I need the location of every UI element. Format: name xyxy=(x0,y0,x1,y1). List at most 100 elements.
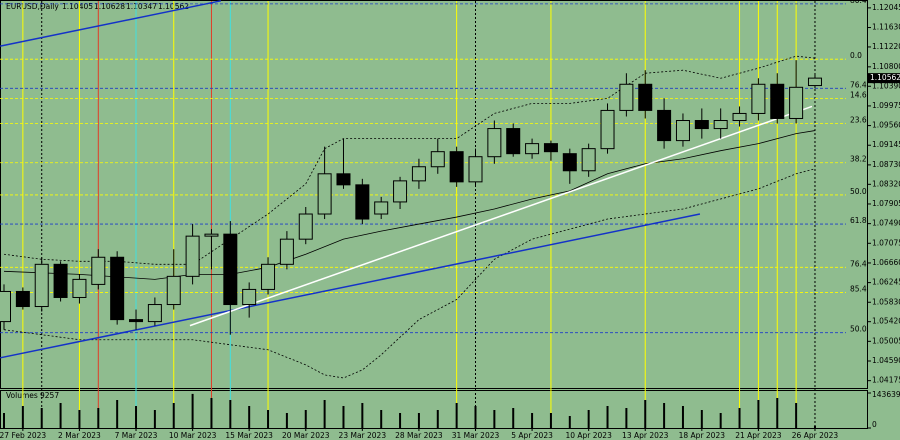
x-tick-label: 20 Mar 2023 xyxy=(282,431,330,440)
candle-body xyxy=(110,256,125,321)
candle-body xyxy=(53,263,68,298)
candle-body xyxy=(638,83,653,111)
candle-body xyxy=(657,109,672,142)
trendline xyxy=(189,105,813,327)
candle-body xyxy=(393,180,408,203)
y-tick-label: 1.04590 xyxy=(872,356,900,365)
volume-tick-label: 143639 xyxy=(872,390,900,399)
volume-panel-frame xyxy=(0,390,868,429)
trendline xyxy=(0,0,222,47)
trendline xyxy=(0,213,701,359)
fib-label: 38.2 xyxy=(850,155,867,164)
fib-label: 85.4 xyxy=(850,284,867,293)
candle-body xyxy=(317,173,332,215)
candle-body xyxy=(411,166,426,182)
candle-body xyxy=(15,290,30,308)
y-tick-label: 1.05830 xyxy=(872,297,900,306)
candle-body xyxy=(72,278,87,298)
fib-label: 76.4 xyxy=(850,80,867,89)
candle-body xyxy=(751,83,766,114)
y-tick-label: 1.12045 xyxy=(872,3,900,12)
y-tick-label: 1.10390 xyxy=(872,81,900,90)
candle-body xyxy=(91,256,106,285)
symbol: EURUSD,Daily xyxy=(6,2,59,11)
fib-label: 14.6 xyxy=(850,90,867,99)
candle-body xyxy=(223,233,238,306)
volume-tick-label: 0 xyxy=(872,420,877,429)
candle-body xyxy=(732,112,747,122)
y-tick-label: 1.11220 xyxy=(872,42,900,51)
candle-body xyxy=(506,128,521,155)
indicator-line xyxy=(3,55,816,265)
y-tick-label: 1.07490 xyxy=(872,219,900,228)
y-tick-label: 1.05420 xyxy=(872,317,900,326)
candle-body xyxy=(487,128,502,158)
fib-label: 23.6 xyxy=(850,115,867,124)
candle-body xyxy=(185,235,200,277)
candle-body xyxy=(147,304,162,323)
candle-body xyxy=(298,213,313,240)
candle-body xyxy=(34,263,49,308)
x-tick-label: 10 Mar 2023 xyxy=(169,431,217,440)
candle-body xyxy=(562,153,577,172)
y-tick-label: 1.07075 xyxy=(872,238,900,247)
candle-body xyxy=(336,173,351,186)
x-tick-label: 31 Mar 2023 xyxy=(452,431,500,440)
x-tick-label: 26 Apr 2023 xyxy=(792,431,839,440)
candle-body xyxy=(789,86,804,119)
price-panel-frame xyxy=(0,0,868,389)
fib-label: 50.0 xyxy=(850,325,867,334)
candle-body xyxy=(204,233,219,237)
header-low: 1.10347 xyxy=(126,2,157,11)
candle-body xyxy=(242,288,257,306)
candle-body xyxy=(166,275,181,306)
x-tick-label: 13 Apr 2023 xyxy=(622,431,669,440)
y-tick-label: 1.09145 xyxy=(872,140,900,149)
fib-label: 0.0 xyxy=(850,51,862,60)
header-high: 1.10628 xyxy=(94,2,125,11)
indicator-line xyxy=(3,130,816,280)
price-tag xyxy=(868,73,900,84)
fib-label: 61.8 xyxy=(850,216,867,225)
x-tick-label: 28 Mar 2023 xyxy=(395,431,443,440)
candle-body xyxy=(600,109,615,150)
candle-body xyxy=(807,77,822,87)
candle-body xyxy=(374,201,389,215)
y-tick-label: 1.07905 xyxy=(872,199,900,208)
candle-body xyxy=(129,319,144,323)
candle-body xyxy=(279,238,294,265)
price-tag-label: 1.10562 xyxy=(870,73,900,82)
candle-body xyxy=(430,151,445,168)
y-tick-label: 1.05005 xyxy=(872,336,900,345)
candle-body xyxy=(713,120,728,130)
fib-label: 80.4 xyxy=(850,0,867,5)
y-tick-label: 1.09560 xyxy=(872,121,900,130)
x-tick-label: 7 Mar 2023 xyxy=(115,431,158,440)
candle-body xyxy=(694,120,709,130)
candle-body xyxy=(619,83,634,111)
candle-body xyxy=(261,263,276,290)
y-tick-label: 1.09975 xyxy=(872,101,900,110)
fib-label: 50.0 xyxy=(850,187,867,196)
candle-body xyxy=(675,120,690,142)
y-tick-label: 1.10800 xyxy=(872,62,900,71)
x-tick-label: 27 Feb 2023 xyxy=(0,431,46,440)
candle-body xyxy=(468,156,483,183)
candle-body xyxy=(525,143,540,155)
y-tick-label: 1.08730 xyxy=(872,160,900,169)
y-tick-label: 1.06245 xyxy=(872,278,900,287)
x-tick-label: 18 Apr 2023 xyxy=(679,431,726,440)
candle-body xyxy=(355,184,370,220)
y-tick-label: 1.04175 xyxy=(872,376,900,385)
header-open: 1.10405 xyxy=(62,2,93,11)
fib-label: 76.4 xyxy=(850,259,867,268)
y-tick-label: 1.08320 xyxy=(872,179,900,188)
candle-body xyxy=(0,290,11,323)
x-tick-label: 2 Mar 2023 xyxy=(58,431,101,440)
x-tick-label: 23 Mar 2023 xyxy=(339,431,387,440)
y-tick-label: 1.11630 xyxy=(872,23,900,32)
x-tick-label: 15 Mar 2023 xyxy=(225,431,273,440)
